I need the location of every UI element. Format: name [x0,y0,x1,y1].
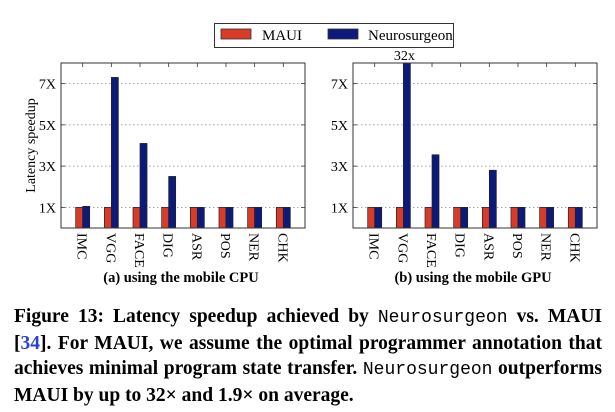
legend-label-neurosurgeon: Neurosurgeon [368,28,453,44]
x-tick-label: VGG [102,233,117,263]
y-tick-label: 7X [331,78,348,93]
x-tick-label: NER [538,233,553,262]
x-tick-label: POS [509,233,524,259]
plot-frame [352,62,598,229]
x-tick-label: ASR [188,233,203,261]
subfigure-caption: (a) using the mobile CPU [103,270,259,286]
legend-swatch-maui [220,28,252,40]
x-tick-label: NER [246,233,261,262]
legend-swatch-neurosurgeon [327,28,359,40]
bar-maui-asr [189,207,198,229]
caption-citation-link[interactable]: 34 [20,333,41,354]
y-tick-label: 1X [39,201,56,216]
bar-maui-vgg [396,207,404,229]
bar-maui-chk [275,207,284,229]
x-tick-label: FACE [131,233,146,268]
bar-maui-dig [453,207,462,229]
figure-charts: MAUI Neurosurgeon 1X 3X 5X 7X IMC VGG FACE DIG A… [24,23,598,286]
x-tick-label: ASR [480,233,495,261]
bar-neurosurgeon-imc [82,205,91,229]
legend: MAUI Neurosurgeon [214,23,454,48]
y-tick-label: 1X [331,201,348,216]
bar-maui-ner [539,207,547,229]
bar-neurosurgeon-asr [196,207,205,229]
x-tick-label: IMC [366,233,381,259]
bar-neurosurgeon-ner [546,207,554,229]
y-tick-label: 7X [39,78,56,93]
chart-gpu: 1X 3X 5X 7X IMC VGG FACE DIG ASR POS NER CHK 32x (b) … [331,49,598,286]
figure-caption: Figure 13: Latency speedup achieved by N… [14,304,602,408]
bar-maui-imc [75,207,84,229]
x-tick-label: DIG [452,233,467,258]
bar-maui-pos [510,207,519,229]
caption-text-1: Figure 13: Latency speedup achieved by [14,306,378,327]
y-tick-label: 3X [331,160,348,175]
bar-neurosurgeon-pos [517,207,526,229]
bar-maui-chk [567,207,576,229]
bar-maui-asr [481,207,490,229]
plot-frame [60,62,306,229]
caption-text-4: outperforms MAUI by up to 32× and 1.9× o… [14,358,602,406]
bar-neurosurgeon-pos [225,207,234,229]
bar-neurosurgeon-imc [374,207,383,229]
chart-cpu: 1X 3X 5X 7X IMC VGG FACE DIG ASR POS NER CHK Latency… [24,62,306,286]
caption-system-name-1: Neurosurgeon [377,308,508,328]
bar-neurosurgeon-asr [488,169,497,229]
x-tick-label: VGG [394,233,409,263]
bar-neurosurgeon-vgg [111,77,119,229]
bar-maui-face [132,207,141,229]
legend-label-maui: MAUI [262,28,302,44]
caption-text-3: ]. For MAUI, we assume the optimal progr… [14,333,602,379]
caption-text-2: vs. MAUI [ [14,306,603,354]
bar-neurosurgeon-ner [254,207,262,229]
y-axis-label: Latency speedup [24,98,39,192]
bar-neurosurgeon-face [431,154,440,229]
x-tick-label: CHK [274,233,289,263]
bar-maui-vgg [104,207,112,229]
y-tick-label: 5X [39,119,56,134]
bar-maui-ner [247,207,255,229]
bar-neurosurgeon-dig [460,207,469,229]
y-tick-label: 3X [39,160,56,175]
bar-maui-imc [367,207,376,229]
x-tick-label: CHK [566,233,581,263]
bar-maui-dig [161,207,170,229]
bar-maui-face [424,207,433,229]
caption-system-name-2: Neurosurgeon [362,360,493,380]
x-tick-label: FACE [423,233,438,268]
bar-neurosurgeon-vgg [403,62,411,229]
bar-neurosurgeon-face [139,143,148,229]
bar-neurosurgeon-chk [574,207,583,229]
subfigure-caption: (b) using the mobile GPU [394,270,552,286]
bar-annotation: 32x [394,49,415,64]
x-tick-label: DIG [160,233,175,258]
x-tick-label: IMC [74,233,89,259]
bar-neurosurgeon-dig [168,176,177,229]
bar-maui-pos [218,207,227,229]
bar-neurosurgeon-chk [282,207,291,229]
x-tick-label: POS [217,233,232,259]
y-tick-label: 5X [331,119,348,134]
